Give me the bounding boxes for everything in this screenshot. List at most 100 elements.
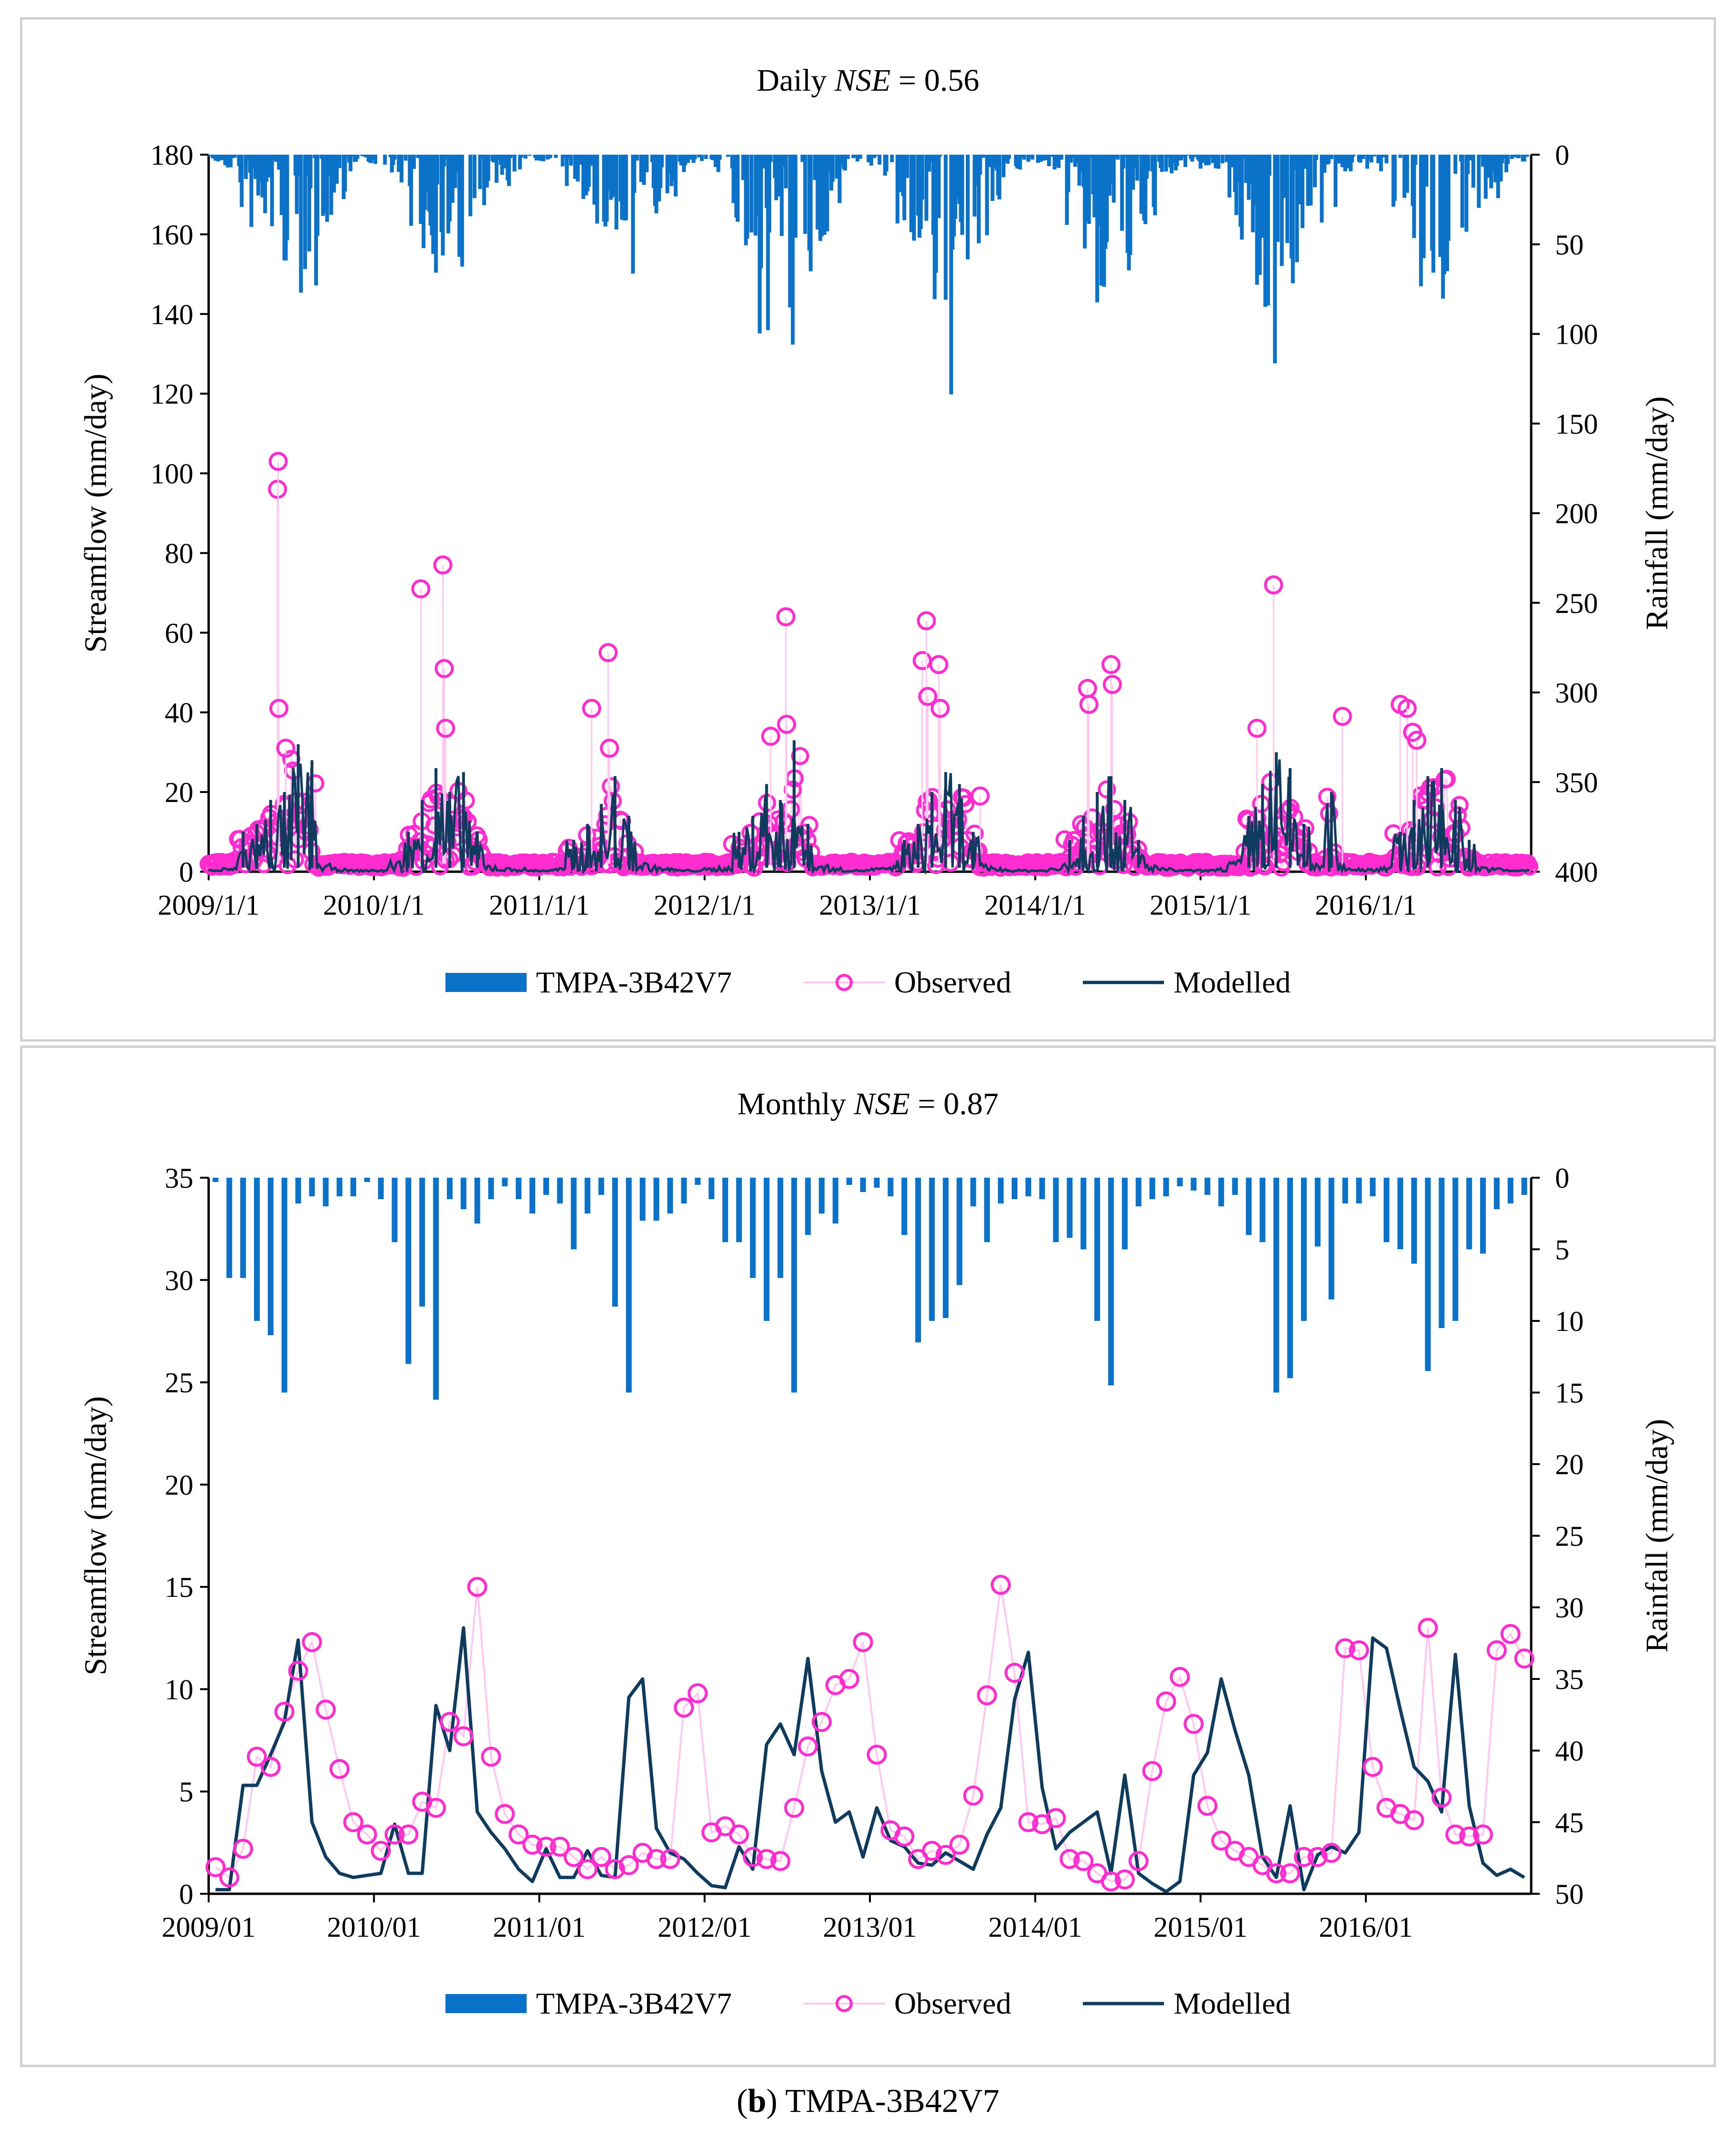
rain-bar [364, 1178, 370, 1182]
observed-point [931, 698, 950, 718]
rain-bar [1218, 1178, 1224, 1206]
observed-point [660, 1849, 680, 1869]
x-tick-label: 2013/01 [823, 1911, 917, 1943]
observed-point [370, 1841, 391, 1861]
observed-point [935, 1845, 956, 1865]
observed-point [1098, 780, 1116, 799]
observed-point [1128, 1851, 1149, 1871]
observed-point [1073, 1851, 1094, 1871]
rain-bar [777, 1178, 783, 1278]
observed-point [1059, 1849, 1080, 1869]
y2-tick-label: 30 [1555, 1592, 1584, 1624]
y-tick-label: 35 [165, 1162, 193, 1194]
observed-point [812, 1712, 832, 1732]
observed-point [742, 1847, 763, 1867]
observed-point [481, 1746, 501, 1767]
rain-bar [901, 1178, 908, 1235]
x-tick-label: 2014/1/1 [984, 889, 1086, 921]
rain-bar [1411, 1178, 1417, 1264]
rain-bar [626, 1178, 632, 1393]
observed-point [1445, 1824, 1466, 1845]
observed-point [563, 1847, 584, 1867]
rain-bar [543, 1178, 549, 1195]
observed-point [357, 1824, 377, 1845]
rain-bar [474, 1178, 480, 1224]
rain-bar [281, 1178, 287, 1393]
x-tick-label: 2013/1/1 [819, 889, 921, 921]
rain-bar [915, 1178, 921, 1342]
observed-point [1520, 857, 1539, 876]
rain-bar [667, 1178, 673, 1214]
rain-bar [1356, 1178, 1362, 1203]
y2-tick-label: 400 [1555, 856, 1598, 888]
observed-point [1449, 806, 1467, 824]
x-tick-label: 2009/1/1 [158, 889, 259, 921]
x-tick-label: 2011/1/1 [489, 889, 590, 921]
y-tick-label: 140 [150, 299, 193, 330]
figure-caption: (b) TMPA-3B42V7 [736, 2083, 1000, 2120]
y2-tick-label: 350 [1555, 767, 1598, 798]
rain-bar [736, 1178, 742, 1242]
rain-bar [337, 1178, 343, 1196]
observed-point [1156, 1691, 1176, 1712]
rain-bar [1384, 1178, 1390, 1242]
observed-point [918, 686, 938, 706]
rain-bar [846, 1178, 852, 1185]
y-axis-title: Streamflow (mm/day) [78, 1396, 113, 1676]
observed-point [1307, 1847, 1328, 1867]
rain-bar [488, 1178, 494, 1199]
observed-point [867, 1744, 887, 1765]
observed-point [605, 1859, 625, 1879]
rain-bar [874, 1178, 880, 1188]
rain-bar [1273, 1178, 1280, 1393]
observed-point [302, 1632, 322, 1652]
x-tick-label: 2016/1/1 [1315, 889, 1417, 921]
observed-point [894, 1826, 915, 1847]
observed-point [920, 791, 938, 810]
observed-point [268, 452, 288, 471]
rain-bar [323, 1178, 329, 1206]
legend-modelled: Modelled [1083, 965, 1291, 1000]
observed-point [246, 1746, 267, 1767]
rain-bar [653, 1178, 659, 1221]
rain-bar [1039, 1178, 1045, 1199]
rain-bar [295, 1178, 301, 1203]
observed-point [1105, 800, 1123, 818]
y-tick-label: 40 [165, 697, 193, 728]
observed-point [1293, 1847, 1314, 1867]
x-tick-label: 2010/01 [327, 1911, 421, 1943]
x-tick-label: 2012/1/1 [654, 889, 755, 921]
observed-point [577, 1859, 598, 1879]
observed-point [949, 1835, 970, 1855]
observed-point [316, 1699, 336, 1720]
rain-bar [460, 1178, 466, 1209]
rain-bar [942, 1178, 949, 1318]
observed-point [921, 1841, 942, 1861]
observed-point [1280, 1863, 1301, 1884]
observed-point [274, 1701, 295, 1722]
observed-point [1004, 1663, 1025, 1683]
y-tick-label: 120 [150, 379, 193, 410]
observed-point [791, 747, 809, 765]
modelled-line [208, 759, 1530, 876]
y2-tick-label: 50 [1555, 229, 1584, 261]
observed-point [1333, 707, 1352, 726]
daily-panel: Daily NSE = 0.56 0 20 40 60 80 100 120 140 160 18… [20, 17, 1716, 1042]
rain-bar [681, 1178, 687, 1203]
observed-swatch [803, 974, 885, 991]
legend-observed-label: Observed [894, 1986, 1012, 2020]
y-tick-label: 10 [165, 1674, 193, 1705]
observed-point [776, 607, 795, 626]
y-tick-label: 20 [165, 1469, 193, 1501]
y2-tick-label: 40 [1555, 1735, 1584, 1767]
observed-point [1438, 770, 1456, 788]
y-tick-label: 20 [165, 777, 193, 808]
observed-point [582, 698, 602, 718]
observed-point [1459, 1826, 1480, 1847]
y2-tick-label: 15 [1555, 1377, 1584, 1409]
rain-bar [557, 1178, 563, 1203]
y2-tick-label: 50 [1555, 1879, 1584, 1910]
rain-bar [419, 1178, 425, 1307]
observed-point [1428, 858, 1447, 876]
rain-bar [1204, 1178, 1210, 1195]
